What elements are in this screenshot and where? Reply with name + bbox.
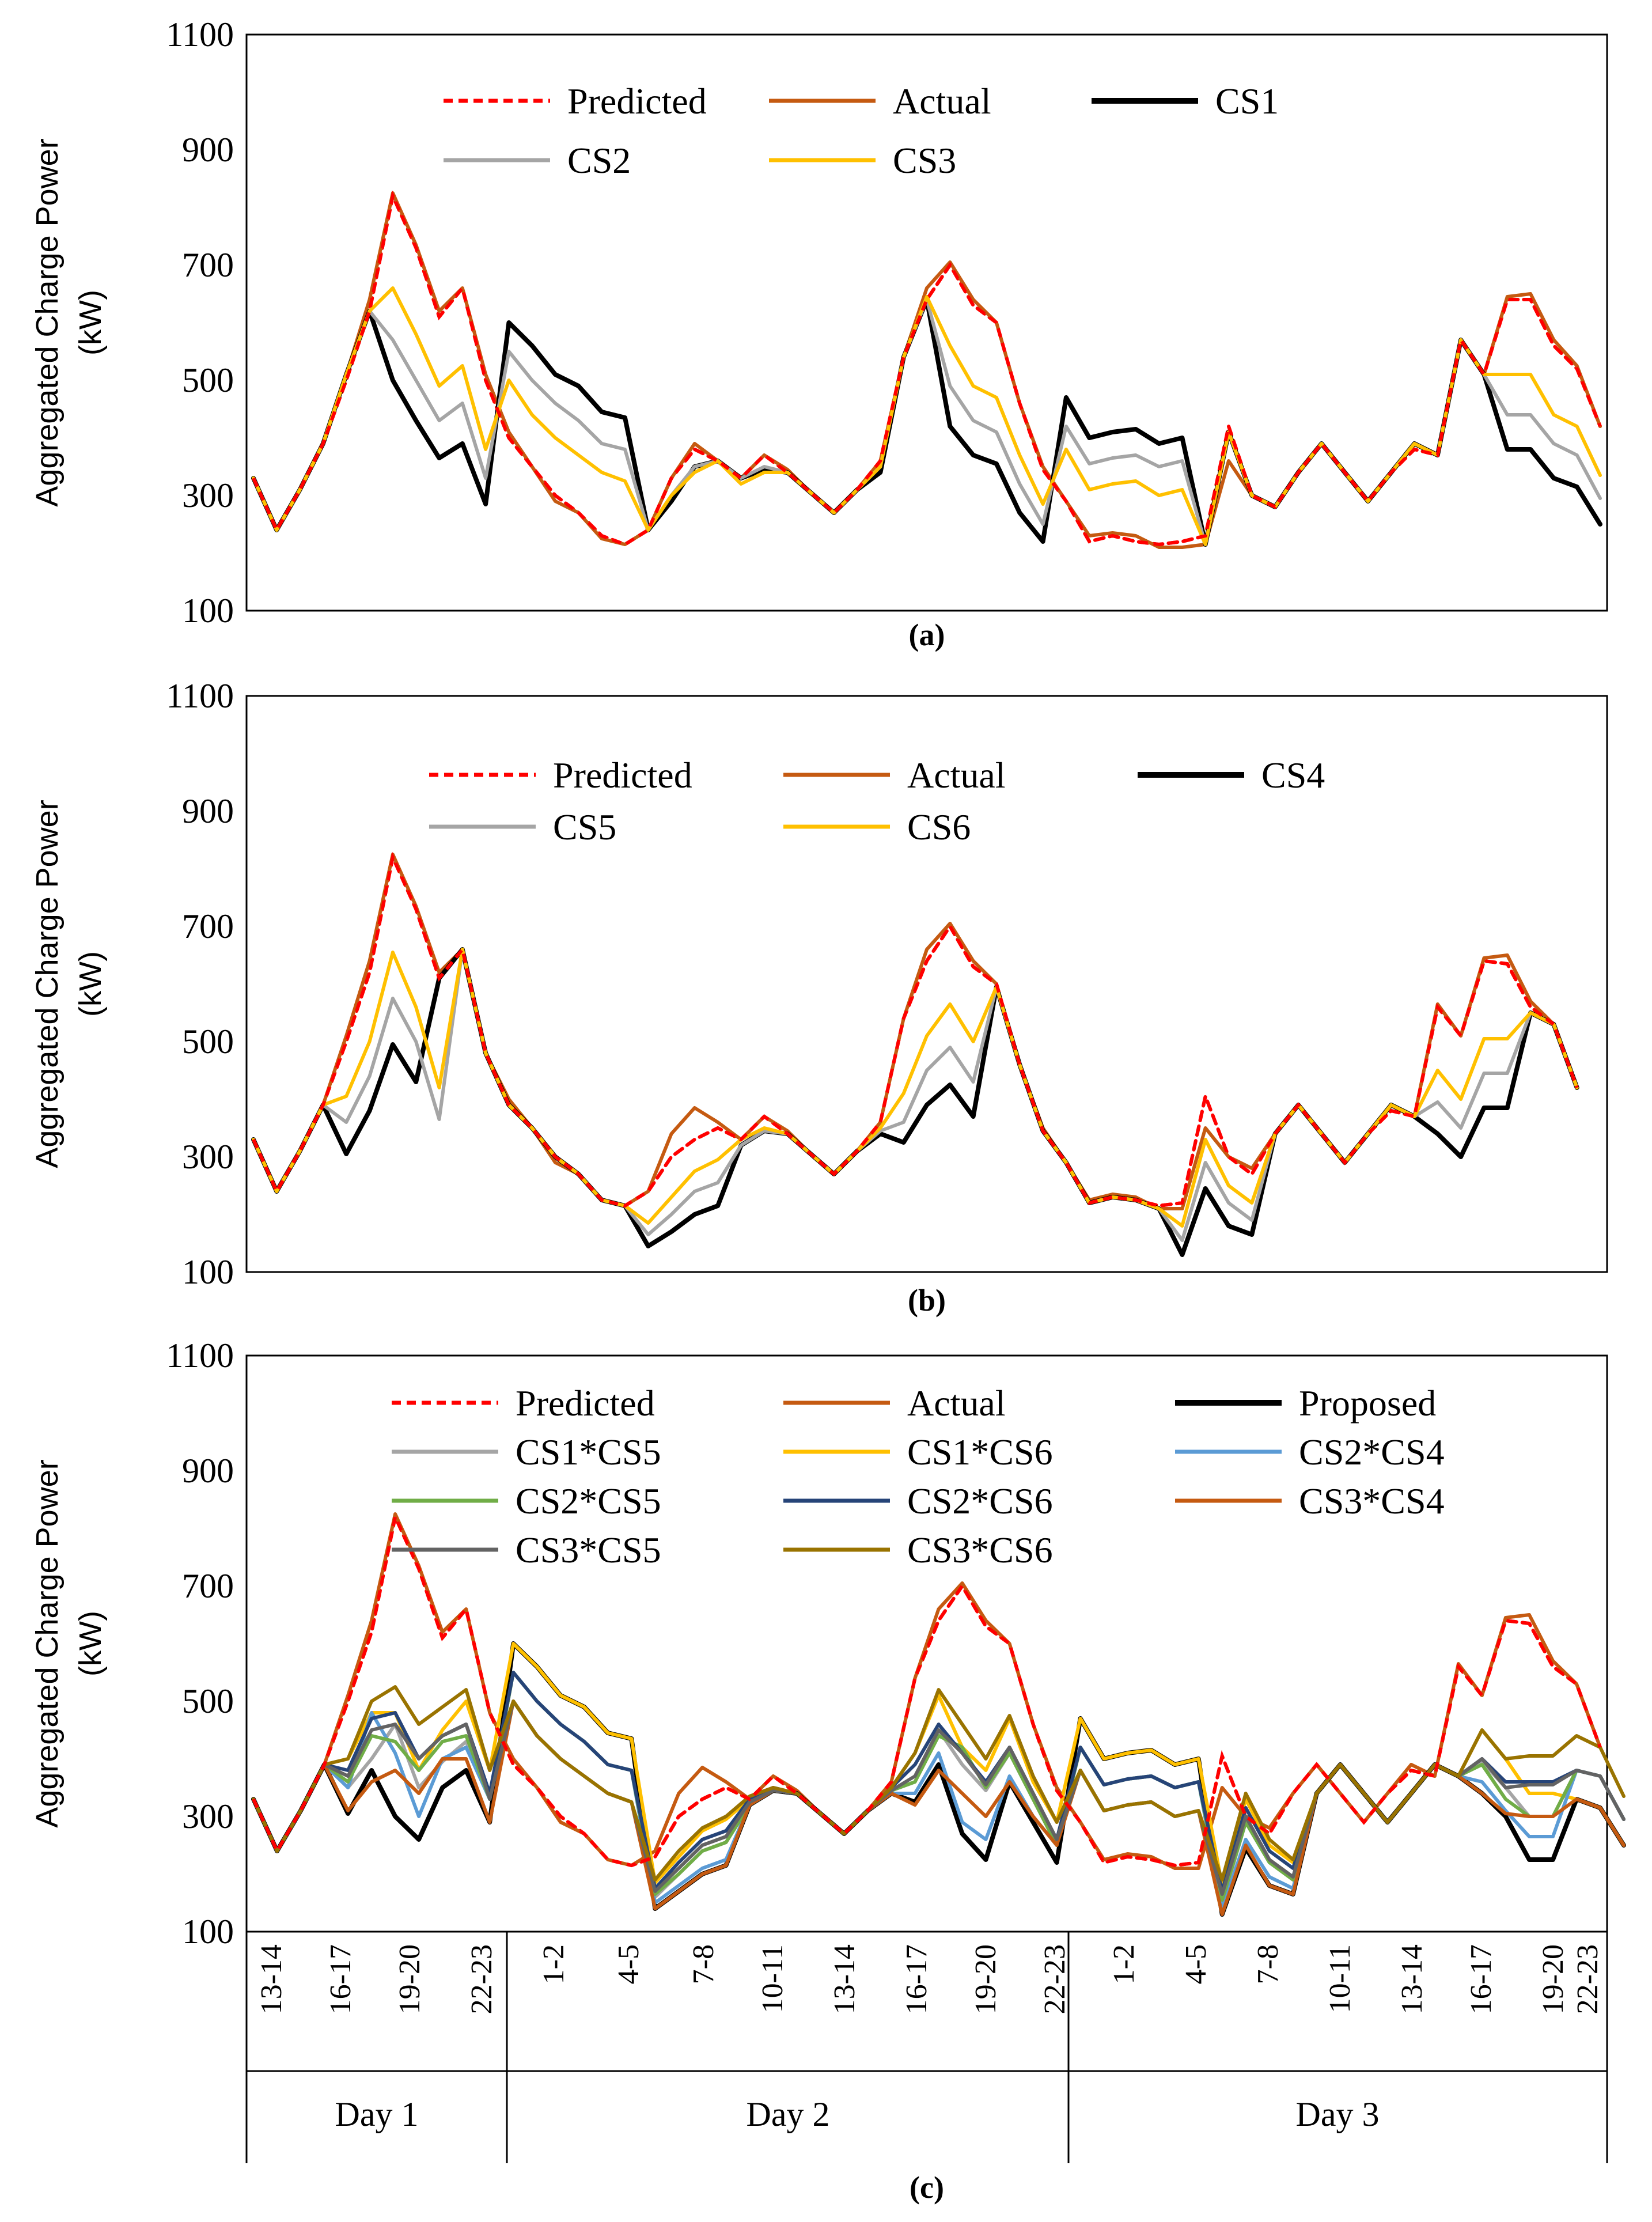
x-tick-label: 19-20 — [393, 1944, 426, 2014]
x-tick-label: 16-17 — [1465, 1944, 1498, 2014]
y-tick-label: 100 — [182, 1913, 234, 1951]
panel-label: (c) — [910, 2170, 944, 2205]
legend-label-cs2: CS2 — [567, 140, 631, 181]
x-tick-label: 1-2 — [537, 1944, 570, 1984]
y-tick-label: 900 — [182, 1452, 234, 1490]
legend-label-cs3-x-cs4: CS3*CS4 — [1299, 1481, 1445, 1521]
x-tick-label: 10-11 — [756, 1944, 789, 2013]
x-tick-label: 4-5 — [1180, 1944, 1213, 1984]
y-tick-label: 100 — [182, 1253, 234, 1291]
legend-label-predicted: Predicted — [553, 755, 692, 796]
y-axis-label: Aggregated Charge Power — [30, 800, 65, 1168]
series-line-predicted-overlay — [252, 190, 1602, 547]
legend-label-actual: Actual — [893, 81, 991, 122]
series-line-cs3-x-cs6 — [252, 1685, 1626, 1882]
panel-label: (b) — [908, 1283, 946, 1318]
legend-label-cs5: CS5 — [553, 807, 616, 847]
x-tick-label: 16-17 — [324, 1944, 357, 2014]
legend-label-cs3-x-cs6: CS3*CS6 — [907, 1530, 1053, 1570]
panel-label: (a) — [909, 618, 945, 652]
series-line-predicted-overlay — [252, 851, 1579, 1208]
x-tick-label: 4-5 — [612, 1944, 645, 1984]
y-tick-label: 900 — [182, 792, 234, 830]
legend: Predicted Actual CS1 CS2 CS3 — [444, 81, 1279, 181]
legend-label-cs4: CS4 — [1261, 755, 1325, 796]
y-tick-label: 700 — [182, 907, 234, 945]
legend-label-actual: Actual — [907, 755, 1006, 796]
day-label: Day 3 — [1296, 2095, 1380, 2133]
legend-label-actual: Actual — [907, 1383, 1006, 1424]
plot-area — [245, 695, 1608, 1273]
y-axis-label: Aggregated Charge Power — [30, 138, 65, 506]
legend-label-cs2-x-cs6: CS2*CS6 — [907, 1481, 1053, 1521]
y-tick-label: 300 — [182, 476, 234, 514]
legend-label-proposed: Proposed — [1299, 1383, 1436, 1424]
x-tick-label: 19-20 — [1537, 1944, 1570, 2014]
x-tick-label: 10-11 — [1324, 1944, 1357, 2013]
y-tick-label: 500 — [182, 1023, 234, 1061]
x-tick-label: 7-8 — [687, 1944, 720, 1984]
day-label: Day 1 — [335, 2095, 419, 2133]
legend-label-cs2-x-cs4: CS2*CS4 — [1299, 1432, 1445, 1472]
x-tick-label: 7-8 — [1252, 1944, 1285, 1984]
x-tick-label: 1-2 — [1108, 1944, 1141, 1984]
y-axis-unit-label: (kW) — [73, 1611, 108, 1676]
day-label: Day 2 — [747, 2095, 830, 2133]
y-axis-unit-label: (kW) — [73, 951, 108, 1017]
y-tick-label: 500 — [182, 1682, 234, 1720]
legend-label-cs1-x-cs6: CS1*CS6 — [907, 1432, 1053, 1472]
legend-label-cs1-x-cs5: CS1*CS5 — [516, 1432, 661, 1472]
x-tick-label: 19-20 — [969, 1944, 1002, 2014]
panel-c: 100 300 500 700 900 1100 Aggregated Charge Pow… — [30, 1337, 1626, 2205]
x-tick-label: 13-14 — [1396, 1944, 1429, 2014]
y-axis-unit-label: (kW) — [73, 290, 108, 355]
x-tick-label: 22-23 — [1039, 1944, 1071, 2014]
y-tick-label: 900 — [182, 131, 234, 169]
x-tick-label: 16-17 — [900, 1944, 933, 2014]
y-tick-label: 300 — [182, 1138, 234, 1176]
x-tick-label: 13-14 — [255, 1944, 288, 2014]
y-tick-label: 1100 — [166, 677, 234, 715]
y-tick-label: 1100 — [166, 16, 234, 54]
x-tick-label: 22-23 — [1571, 1944, 1604, 2014]
legend-label-cs3: CS3 — [893, 140, 956, 181]
y-tick-label: 700 — [182, 246, 234, 284]
legend-label-predicted: Predicted — [516, 1383, 655, 1424]
legend-label-cs6: CS6 — [907, 807, 971, 847]
legend: Predicted Actual Proposed CS1*CS5 CS1*CS6 CS2… — [392, 1383, 1445, 1570]
legend-label-cs3-x-cs5: CS3*CS5 — [516, 1530, 661, 1570]
y-tick-label: 1100 — [166, 1337, 234, 1375]
panel-b: 100 300 500 700 900 1100 Aggregated Charge Pow… — [30, 677, 1608, 1318]
series-line-predicted-overlay — [252, 1511, 1602, 1868]
x-tick-label: 22-23 — [465, 1944, 498, 2014]
y-tick-label: 300 — [182, 1797, 234, 1835]
y-tick-label: 500 — [182, 361, 234, 399]
y-tick-label: 700 — [182, 1567, 234, 1605]
legend-label-cs1: CS1 — [1215, 81, 1279, 122]
legend-label-cs2-x-cs5: CS2*CS5 — [516, 1481, 661, 1521]
y-tick-label: 100 — [182, 592, 234, 630]
legend: Predicted Actual CS4 CS5 CS6 — [429, 755, 1325, 847]
x-axis-categories: 13-14 16-17 19-20 22-23 1-2 4-5 7-8 10-11 13-14 1… — [245, 1932, 1608, 2163]
x-tick-label: 13-14 — [828, 1944, 861, 2014]
y-axis-label: Aggregated Charge Power — [30, 1459, 65, 1827]
legend-label-predicted: Predicted — [567, 81, 707, 122]
panel-a: 100 300 500 700 900 1100 Aggregated Charge Pow… — [30, 16, 1608, 652]
